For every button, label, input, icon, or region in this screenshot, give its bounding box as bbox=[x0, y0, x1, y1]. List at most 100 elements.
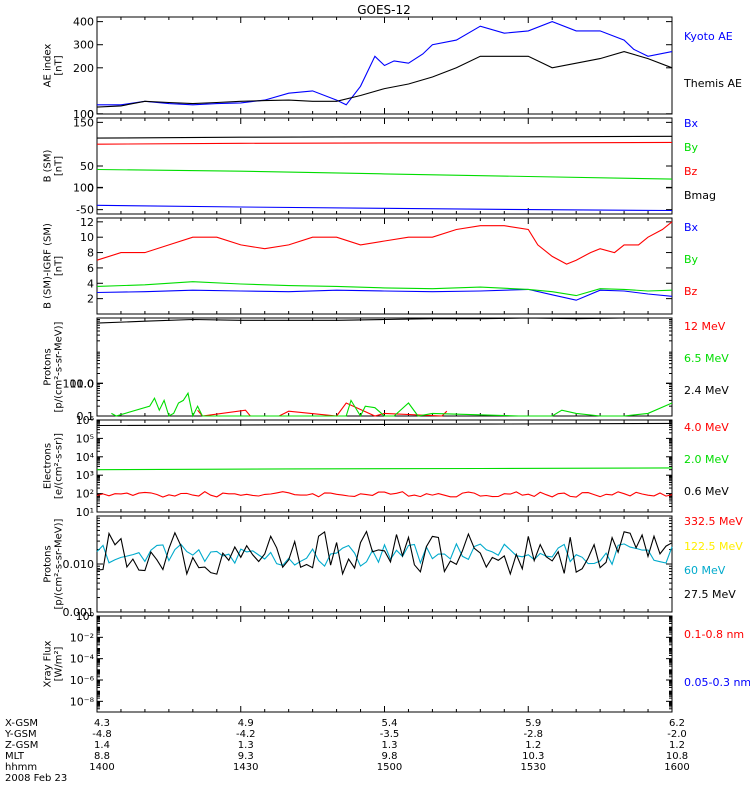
ephemeris-value: 1500 bbox=[377, 762, 402, 773]
y-tick-label: 100 bbox=[73, 108, 94, 121]
legend-entry: 4.0 MeV bbox=[684, 421, 729, 434]
legend-entry: 6.5 MeV bbox=[684, 352, 729, 365]
y-tick-label: 0.1 bbox=[77, 410, 95, 423]
series-line bbox=[197, 402, 448, 417]
ephemeris-value: 5.9 bbox=[525, 718, 541, 729]
ephemeris-value: 9.8 bbox=[382, 751, 398, 762]
ephemeris-value: -2.8 bbox=[523, 729, 543, 740]
legend-entry: Kyoto AE bbox=[684, 30, 733, 43]
legend-entry: By bbox=[684, 141, 699, 154]
ephemeris-value: 1.4 bbox=[94, 740, 110, 751]
y-tick-label: 0.001 bbox=[63, 606, 95, 619]
panel-frame bbox=[96, 317, 673, 417]
ephemeris-row-label: Y-GSM bbox=[4, 729, 37, 740]
series-line bbox=[96, 467, 673, 471]
legend-entry: By bbox=[684, 253, 699, 266]
y-tick-label: 0 bbox=[87, 108, 94, 121]
ephemeris-value: 1600 bbox=[664, 762, 689, 773]
series-line bbox=[96, 51, 673, 108]
ephemeris-row-label: hhmm bbox=[5, 762, 37, 773]
y-tick-label: 10⁻⁸ bbox=[70, 695, 95, 708]
y-tick-label: 10⁻⁶ bbox=[70, 674, 95, 687]
ephemeris-value: 8.8 bbox=[94, 751, 110, 762]
series-line bbox=[96, 281, 673, 297]
y-tick-label: 200 bbox=[73, 62, 94, 75]
legend-entry: Themis AE bbox=[683, 77, 742, 90]
ephemeris-value: 1.3 bbox=[382, 740, 398, 751]
ephemeris-value: 5.4 bbox=[382, 718, 398, 729]
ephemeris-value: 4.9 bbox=[238, 718, 254, 729]
legend-entry: 0.6 MeV bbox=[684, 485, 729, 498]
series-line bbox=[96, 141, 673, 145]
y-axis-label: [p/(cm²-s-sr-MeV)] bbox=[54, 518, 65, 609]
legend-entry: 2.0 MeV bbox=[684, 453, 729, 466]
legend-entry: Bz bbox=[684, 165, 698, 178]
y-tick-label: 10³ bbox=[76, 469, 94, 482]
ephemeris-value: 1400 bbox=[89, 762, 114, 773]
ephemeris-value: 9.3 bbox=[238, 751, 254, 762]
y-tick-label: 1.0 bbox=[77, 377, 95, 390]
ephemeris-value: 1.3 bbox=[238, 740, 254, 751]
ephemeris-value: 1430 bbox=[233, 762, 258, 773]
series-line bbox=[96, 542, 673, 568]
y-tick-label: 4 bbox=[87, 277, 94, 290]
y-axis-label: Protons bbox=[43, 348, 54, 385]
chart-title: GOES-12 bbox=[357, 3, 411, 17]
y-axis-label: Xray Flux bbox=[43, 640, 54, 687]
ephemeris-row-label: MLT bbox=[5, 751, 25, 762]
y-axis-label: [nT] bbox=[54, 156, 65, 176]
y-tick-label: 10⁻⁴ bbox=[70, 653, 95, 666]
legend-entry: Bmag bbox=[684, 189, 716, 202]
y-tick-label: 8 bbox=[87, 247, 94, 260]
y-axis-label: [p/(cm²-s-sr-MeV)] bbox=[54, 321, 65, 412]
series-line bbox=[96, 422, 673, 427]
y-tick-label: 0.010 bbox=[63, 558, 95, 571]
series-line bbox=[96, 530, 673, 576]
y-axis-label: [e/(cm²-s-sr)] bbox=[54, 433, 65, 499]
y-tick-label: 10 bbox=[80, 231, 94, 244]
legend-entry: Bx bbox=[684, 117, 699, 130]
y-axis-label: B (SM) bbox=[43, 149, 54, 182]
ephemeris-value: -3.5 bbox=[380, 729, 400, 740]
legend-entry: Bx bbox=[684, 221, 699, 234]
legend-entry: 12 MeV bbox=[684, 320, 726, 333]
y-axis-label: B (SM)-IGRF (SM) bbox=[43, 223, 54, 309]
y-tick-label: 150 bbox=[73, 116, 94, 129]
y-tick-label: 10⁵ bbox=[76, 432, 94, 445]
y-tick-label: 50 bbox=[80, 160, 94, 173]
y-tick-label: 2 bbox=[87, 293, 94, 306]
series-line bbox=[96, 135, 673, 139]
y-tick-label: 400 bbox=[73, 16, 94, 29]
y-axis-label: Protons bbox=[43, 545, 54, 582]
panel-frame bbox=[96, 515, 673, 613]
y-tick-label: 10⁶ bbox=[76, 414, 95, 427]
legend-entry: 122.5 MeV bbox=[684, 540, 743, 553]
ephemeris-value: -4.8 bbox=[92, 729, 112, 740]
ephemeris-value: 1530 bbox=[521, 762, 546, 773]
y-tick-label: 10.0 bbox=[70, 377, 95, 390]
y-tick-label: 100 bbox=[73, 181, 94, 194]
series-line bbox=[96, 288, 673, 301]
ephemeris-value: -4.2 bbox=[236, 729, 256, 740]
y-axis-label: [nT] bbox=[54, 256, 65, 276]
y-axis-label: [W/m²] bbox=[54, 646, 65, 681]
ephemeris-value: 1.2 bbox=[525, 740, 541, 751]
panel-frame bbox=[96, 419, 673, 513]
series-line bbox=[96, 204, 673, 212]
legend-entry: 0.05-0.3 nm bbox=[684, 676, 750, 689]
legend-entry: 0.1-0.8 nm bbox=[684, 628, 744, 641]
panel-frame bbox=[96, 217, 673, 315]
series-line bbox=[96, 168, 673, 180]
series-line bbox=[96, 491, 673, 498]
legend-entry: 27.5 MeV bbox=[684, 588, 736, 601]
ephemeris-value: 4.3 bbox=[94, 718, 110, 729]
y-axis-label: AE index bbox=[43, 44, 54, 88]
y-axis-label: [nT] bbox=[54, 55, 65, 75]
y-tick-label: 10⁻² bbox=[70, 631, 94, 644]
ephemeris-value: -2.0 bbox=[667, 729, 687, 740]
legend-entry: 332.5 MeV bbox=[684, 515, 743, 528]
y-tick-label: 10⁰ bbox=[76, 610, 95, 623]
y-tick-label: 6 bbox=[87, 262, 94, 275]
y-tick-label: 300 bbox=[73, 39, 94, 52]
